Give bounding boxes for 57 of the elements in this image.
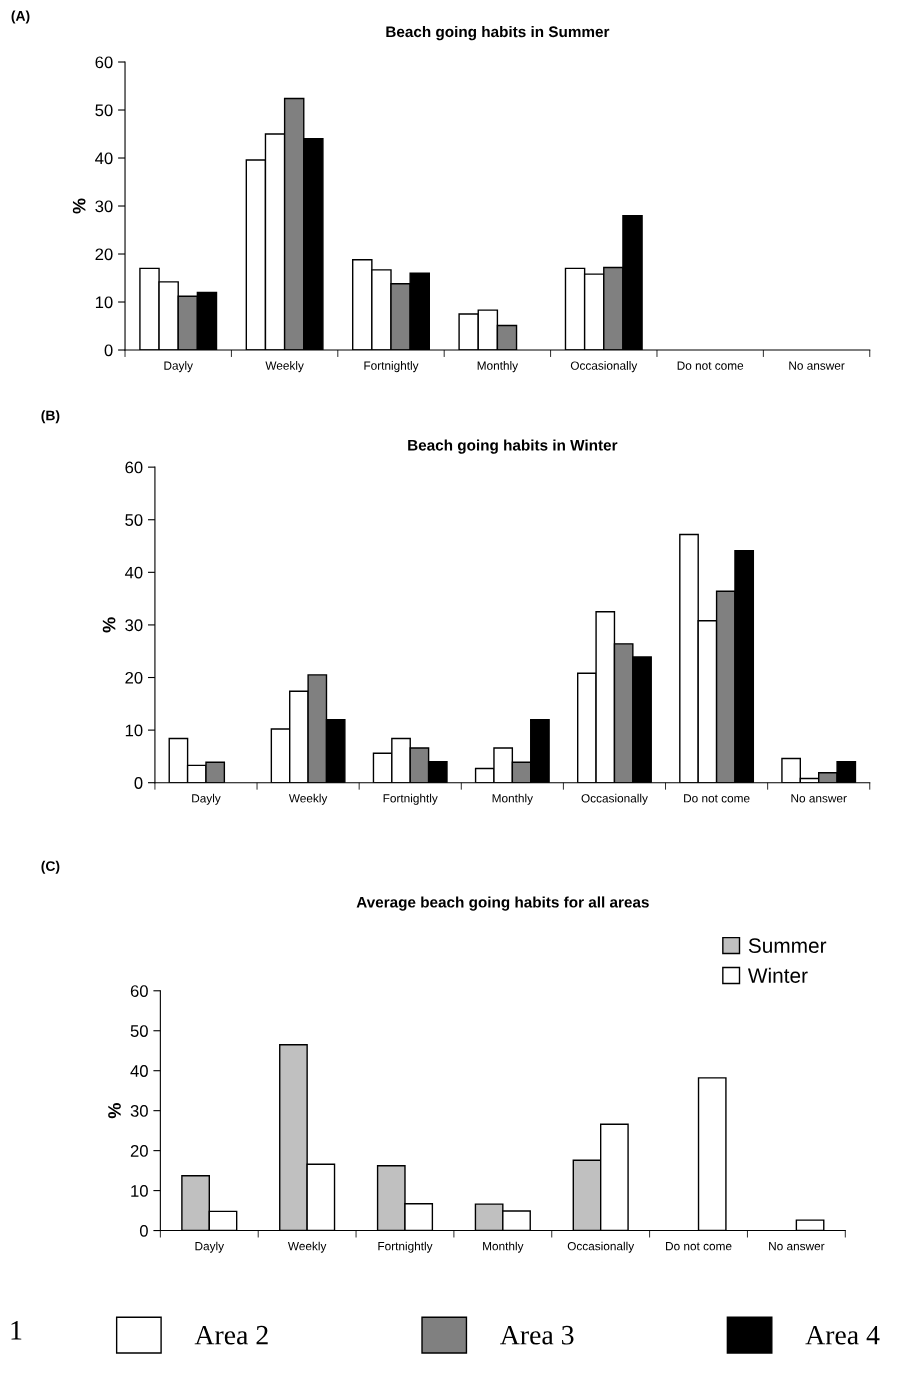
text: (A) — [11, 10, 30, 24]
y-tick-label: 10 — [95, 296, 113, 309]
x-tick-label: Dayly — [192, 793, 221, 805]
y-tick-label: 50 — [95, 104, 113, 117]
x-tick-label: Fortnightly — [383, 793, 438, 805]
x-tick-label: Do not come — [666, 1242, 732, 1251]
x-tick-label: Dayly — [195, 1241, 225, 1253]
x-tick-label: Occasionally — [581, 793, 648, 805]
x-tick-label: Weekly — [287, 1241, 327, 1253]
y-axis-title: % — [102, 617, 116, 633]
x-tick-label: Fortnightly — [378, 1241, 433, 1253]
chart-title: Beach going habits in Winter — [408, 439, 618, 454]
legend-label: Summer — [748, 938, 827, 954]
x-tick-label: Weekly — [265, 361, 304, 373]
chart-title: Average beach going habits for all areas — [356, 896, 649, 911]
x-tick-label: Monthly — [492, 793, 533, 805]
x-tick-label: Occasionally — [570, 361, 638, 373]
y-tick-label: 10 — [125, 724, 143, 737]
y-tick-label: 0 — [134, 777, 143, 789]
y-axis-title: % — [108, 1103, 121, 1119]
x-tick-label: No answer — [789, 361, 845, 370]
y-axis-title: % — [72, 198, 86, 214]
y-tick-label: 30 — [95, 200, 113, 213]
y-tick-label: 50 — [125, 514, 143, 526]
x-tick-label: Monthly — [483, 1241, 524, 1253]
y-tick-label: 30 — [130, 1105, 148, 1117]
text: (C) — [41, 860, 60, 874]
y-tick-label: 20 — [95, 248, 113, 261]
chart-title: Beach going habits in Summer — [386, 25, 610, 41]
y-tick-label: 40 — [95, 152, 113, 165]
x-tick-label: Dayly — [164, 361, 193, 373]
x-tick-label: Fortnightly — [364, 361, 419, 373]
y-tick-label: 0 — [104, 344, 113, 357]
text: 1 — [11, 1321, 22, 1340]
x-tick-label: Do not come — [677, 361, 744, 370]
x-tick-label: Do not come — [684, 794, 750, 803]
x-tick-label: No answer — [769, 1242, 825, 1251]
x-tick-label: Weekly — [288, 793, 328, 805]
y-tick-label: 20 — [125, 671, 143, 684]
y-tick-label: 0 — [139, 1224, 148, 1237]
legend-label: Area 4 — [805, 1325, 880, 1345]
y-tick-label: 20 — [130, 1145, 148, 1157]
y-tick-label: 60 — [125, 461, 143, 474]
legend-label: Area 2 — [194, 1325, 268, 1345]
x-tick-label: Monthly — [477, 361, 519, 373]
x-tick-label: No answer — [791, 794, 847, 803]
y-tick-label: 40 — [124, 566, 143, 579]
y-tick-label: 60 — [130, 985, 148, 997]
y-tick-label: 50 — [130, 1025, 148, 1037]
legend-label: Winter — [747, 967, 808, 983]
y-tick-label: 60 — [95, 56, 113, 69]
legend-label: Area 3 — [500, 1325, 574, 1345]
text: (B) — [41, 410, 60, 424]
y-tick-label: 30 — [125, 619, 143, 632]
x-tick-label: Occasionally — [567, 1241, 635, 1253]
y-tick-label: 10 — [131, 1184, 148, 1197]
y-tick-label: 40 — [130, 1065, 148, 1077]
